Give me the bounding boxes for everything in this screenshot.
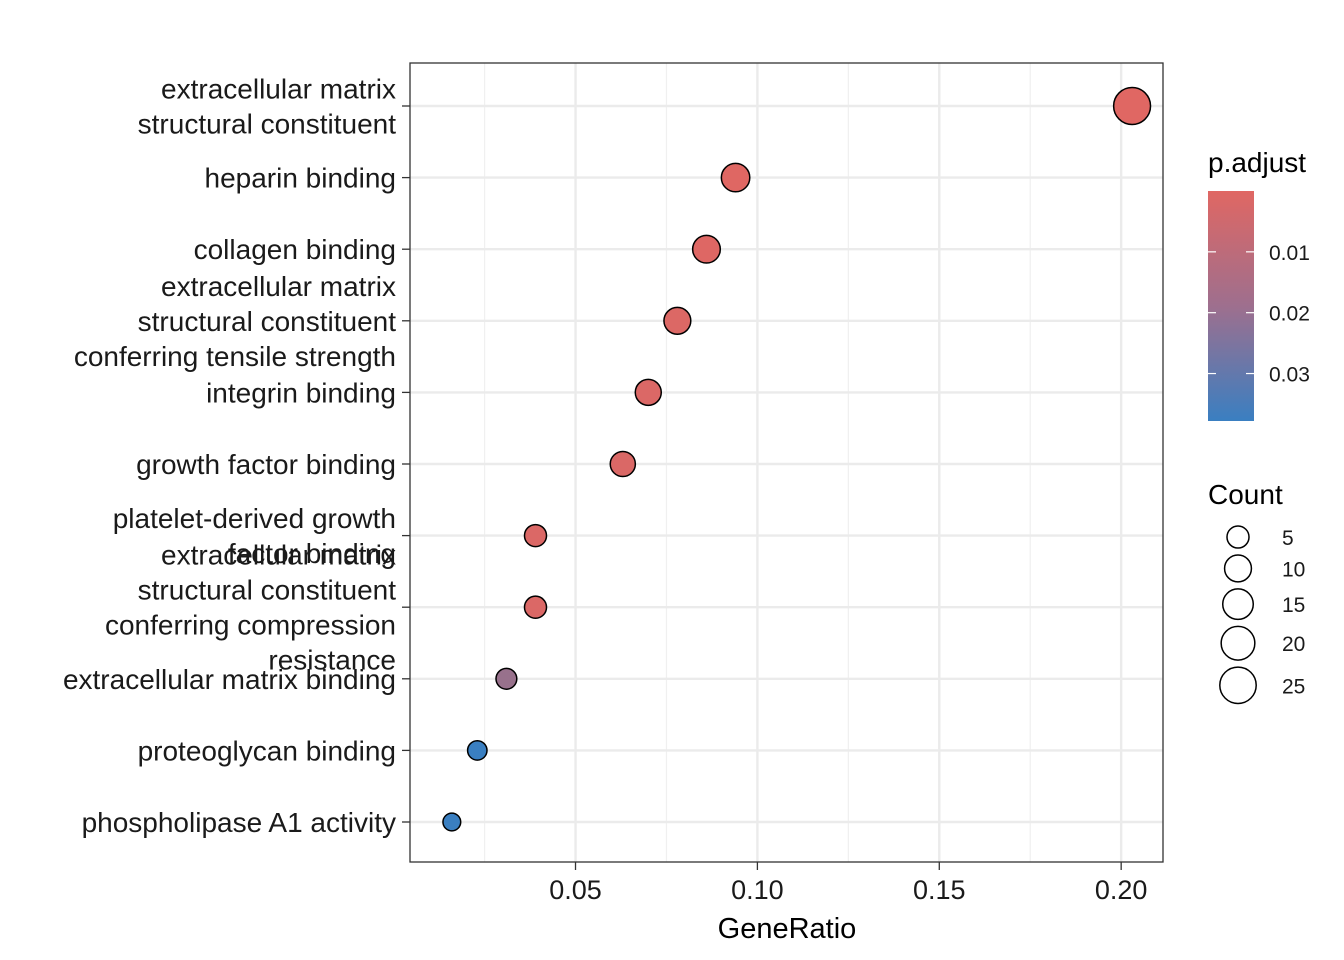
color-legend-bar xyxy=(1208,191,1254,421)
x-tick-label: 0.05 xyxy=(549,875,602,905)
x-tick-label: 0.20 xyxy=(1095,875,1148,905)
y-tick-label: extracellular matrix xyxy=(161,74,396,105)
y-tick-label: collagen binding xyxy=(194,234,396,265)
y-tick-label: conferring tensile strength xyxy=(74,341,396,372)
size-legend: Count 5 10 15 20 25 xyxy=(1208,479,1305,705)
data-point xyxy=(663,306,692,335)
y-tick-label: structural constituent xyxy=(138,109,397,140)
y-tick-label: integrin binding xyxy=(206,377,396,408)
color-legend-label: 0.02 xyxy=(1269,303,1310,326)
x-axis-title: GeneRatio xyxy=(718,913,857,945)
y-tick-label: factor binding xyxy=(228,538,396,569)
color-legend-label: 0.03 xyxy=(1269,364,1310,387)
size-legend-circle xyxy=(1219,666,1257,705)
size-legend-label: 10 xyxy=(1282,558,1305,581)
size-legend-label: 5 xyxy=(1282,527,1294,550)
data-point xyxy=(523,595,548,619)
data-points xyxy=(442,86,1152,832)
x-axis: 0.05 0.10 0.15 0.20 xyxy=(549,862,1147,905)
grid-lines xyxy=(410,63,1163,862)
size-legend-label: 25 xyxy=(1282,675,1305,698)
y-tick-label: extracellular matrix binding xyxy=(63,664,396,695)
y-tick-label: phospholipase A1 activity xyxy=(82,807,396,838)
size-legend-circle xyxy=(1226,525,1250,549)
x-tick-label: 0.15 xyxy=(913,875,966,905)
y-tick-label: resistance xyxy=(268,645,396,676)
data-point xyxy=(466,739,488,761)
y-tick-label: growth factor binding xyxy=(136,449,396,480)
color-legend: p.adjust 0.01 0.02 0.03 xyxy=(1208,147,1310,421)
y-tick-label: structural constituent xyxy=(138,575,397,606)
y-tick-label: proteoglycan binding xyxy=(138,735,396,766)
y-tick-label: extracellular matrix xyxy=(161,540,396,571)
size-legend-circle xyxy=(1220,625,1256,661)
data-point xyxy=(442,812,462,832)
y-axis: extracellular matrix structural constitue… xyxy=(63,74,410,838)
data-point xyxy=(634,378,663,407)
y-tick-label: conferring compression xyxy=(105,610,396,641)
y-tick-label: extracellular matrix xyxy=(161,271,396,302)
x-tick-label: 0.10 xyxy=(731,875,784,905)
size-legend-circle xyxy=(1223,554,1253,583)
y-tick-label: platelet-derived growth xyxy=(113,503,396,534)
y-tick-label: structural constituent xyxy=(138,306,397,337)
size-legend-title: Count xyxy=(1208,479,1283,510)
y-tick-label: heparin binding xyxy=(205,163,397,194)
data-point xyxy=(609,450,637,478)
size-legend-label: 15 xyxy=(1282,594,1305,617)
data-point xyxy=(691,234,722,264)
data-point xyxy=(1112,86,1152,126)
color-legend-label: 0.01 xyxy=(1269,242,1310,265)
color-legend-title: p.adjust xyxy=(1208,147,1306,178)
size-legend-circle xyxy=(1221,588,1255,621)
size-legend-label: 20 xyxy=(1282,633,1305,656)
data-point xyxy=(720,162,751,193)
data-point xyxy=(523,523,548,548)
plot-panel-border xyxy=(409,62,1164,863)
data-point xyxy=(495,667,518,690)
